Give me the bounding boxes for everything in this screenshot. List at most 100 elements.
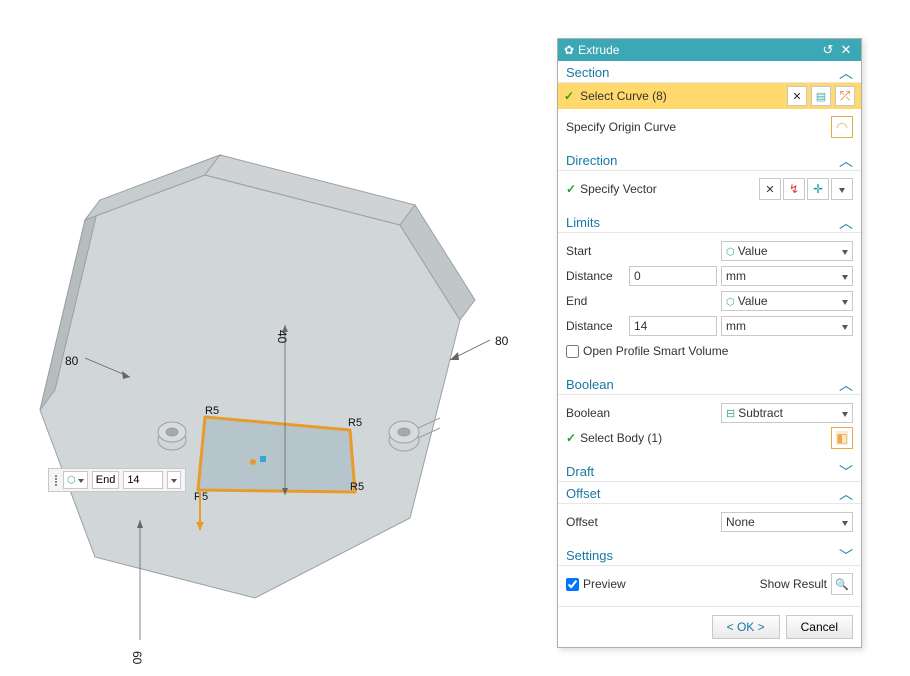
chevron-down-icon	[842, 406, 848, 420]
boolean-value: Subtract	[738, 406, 783, 420]
value-icon	[726, 294, 738, 308]
subtract-icon	[726, 406, 738, 420]
select-curve-label: Select Curve (8)	[580, 89, 783, 103]
model-svg: R5 R5 R5 R5 40 80 80 60	[0, 0, 540, 671]
section-header-boolean[interactable]: Boolean	[558, 373, 861, 395]
dialog-titlebar[interactable]: Extrude ↺ ✕	[558, 39, 861, 61]
boolean-section-label: Boolean	[566, 377, 614, 392]
dialog-footer: < OK > Cancel	[558, 606, 861, 647]
check-icon	[566, 182, 580, 196]
open-profile-checkbox[interactable]	[566, 345, 579, 358]
cancel-button[interactable]: Cancel	[786, 615, 853, 639]
dim-center: 40	[275, 330, 289, 344]
section-header-limits[interactable]: Limits	[558, 211, 861, 233]
section-header-offset[interactable]: Offset	[558, 482, 861, 504]
show-result-button[interactable]	[831, 573, 853, 595]
draft-label: Draft	[566, 464, 594, 479]
chevron-down-icon	[78, 474, 84, 486]
boss-right-hole	[398, 428, 410, 436]
specify-vector-row: Specify Vector	[566, 178, 853, 200]
selection-tool-2[interactable]	[811, 86, 831, 106]
vector-tool-3[interactable]	[807, 178, 829, 200]
specify-origin-button[interactable]	[831, 116, 853, 138]
vector-tool-1[interactable]	[759, 178, 781, 200]
offset-field-label: Offset	[566, 515, 721, 529]
vector-tool-2[interactable]	[783, 178, 805, 200]
section-label: Section	[566, 65, 609, 80]
specify-origin-row: Specify Origin Curve	[566, 116, 853, 138]
viewport-canvas[interactable]: R5 R5 R5 R5 40 80 80 60	[0, 0, 540, 671]
chevron-down-icon	[839, 549, 853, 563]
section-header-draft[interactable]: Draft	[558, 460, 861, 482]
check-icon	[566, 431, 580, 445]
boss-left-hole	[166, 428, 178, 436]
preview-checkbox[interactable]	[566, 578, 579, 591]
open-profile-label: Open Profile Smart Volume	[583, 344, 728, 358]
type-dropdown[interactable]	[63, 471, 88, 489]
end-type-value: Value	[738, 294, 768, 308]
value-unit-dropdown[interactable]	[167, 471, 181, 489]
vector-dropdown[interactable]	[831, 178, 853, 200]
specify-origin-label: Specify Origin Curve	[566, 120, 831, 134]
boolean-field-label: Boolean	[566, 406, 721, 420]
start-type-dropdown[interactable]: Value	[721, 241, 853, 261]
select-body-button[interactable]	[831, 427, 853, 449]
offset-dropdown[interactable]: None	[721, 512, 853, 532]
chevron-down-icon	[839, 465, 853, 479]
preview-label: Preview	[583, 577, 626, 591]
section-header-settings[interactable]: Settings	[558, 544, 861, 566]
ok-button[interactable]: < OK >	[712, 615, 780, 639]
section-header-section[interactable]: Section	[558, 61, 861, 83]
fillet-label-br: R5	[350, 481, 364, 493]
fillet-label-bl: R5	[194, 491, 208, 503]
specify-vector-label: Specify Vector	[580, 182, 657, 196]
dialog-title: Extrude	[578, 43, 819, 57]
end-distance-label: Distance	[566, 319, 629, 333]
param-dropdown[interactable]: End	[92, 471, 120, 489]
check-icon	[564, 89, 576, 103]
end-value-input[interactable]	[123, 471, 163, 489]
select-body-label: Select Body (1)	[580, 431, 662, 445]
floating-input-toolbar[interactable]: End	[48, 468, 186, 492]
section-header-direction[interactable]: Direction	[558, 149, 861, 171]
reset-button[interactable]: ↺	[819, 42, 837, 58]
end-type-dropdown[interactable]: Value	[721, 291, 853, 311]
chevron-down-icon	[171, 474, 177, 486]
selected-sketch[interactable]	[198, 417, 355, 492]
select-curve-strip[interactable]: Select Curve (8)	[558, 83, 861, 109]
value-icon	[726, 244, 738, 258]
unit-label: mm	[726, 319, 746, 333]
offset-value: None	[726, 515, 755, 529]
chevron-up-icon	[839, 216, 853, 230]
selection-tool-3[interactable]	[835, 86, 855, 106]
dim-top-left: 80	[65, 354, 79, 368]
start-distance-label: Distance	[566, 269, 629, 283]
value-type-icon	[67, 474, 76, 486]
start-distance-unit-dropdown[interactable]: mm	[721, 266, 853, 286]
end-distance-unit-dropdown[interactable]: mm	[721, 316, 853, 336]
dim-bottom: 60	[130, 651, 144, 665]
octagon-top-face	[40, 175, 460, 598]
start-distance-value: 0	[634, 269, 641, 283]
limits-label: Limits	[566, 215, 600, 230]
chevron-up-icon	[839, 66, 853, 80]
start-label: Start	[566, 244, 721, 258]
end-label: End	[566, 294, 721, 308]
chevron-down-icon	[842, 515, 848, 529]
gear-icon[interactable]	[564, 43, 578, 57]
unit-label: mm	[726, 269, 746, 283]
chevron-down-icon	[842, 244, 848, 258]
end-distance-value: 14	[634, 319, 647, 333]
chevron-up-icon	[839, 378, 853, 392]
chevron-up-icon	[839, 154, 853, 168]
boolean-dropdown[interactable]: Subtract	[721, 403, 853, 423]
toolbar-drag-handle[interactable]	[53, 475, 59, 486]
start-distance-input[interactable]: 0	[629, 266, 717, 286]
fillet-label-tr: R5	[348, 417, 362, 429]
chevron-up-icon	[839, 487, 853, 501]
show-result-label: Show Result	[760, 577, 827, 591]
end-distance-input[interactable]: 14	[629, 316, 717, 336]
param-label: End	[96, 474, 116, 486]
close-button[interactable]: ✕	[837, 42, 855, 58]
selection-tool-1[interactable]	[787, 86, 807, 106]
